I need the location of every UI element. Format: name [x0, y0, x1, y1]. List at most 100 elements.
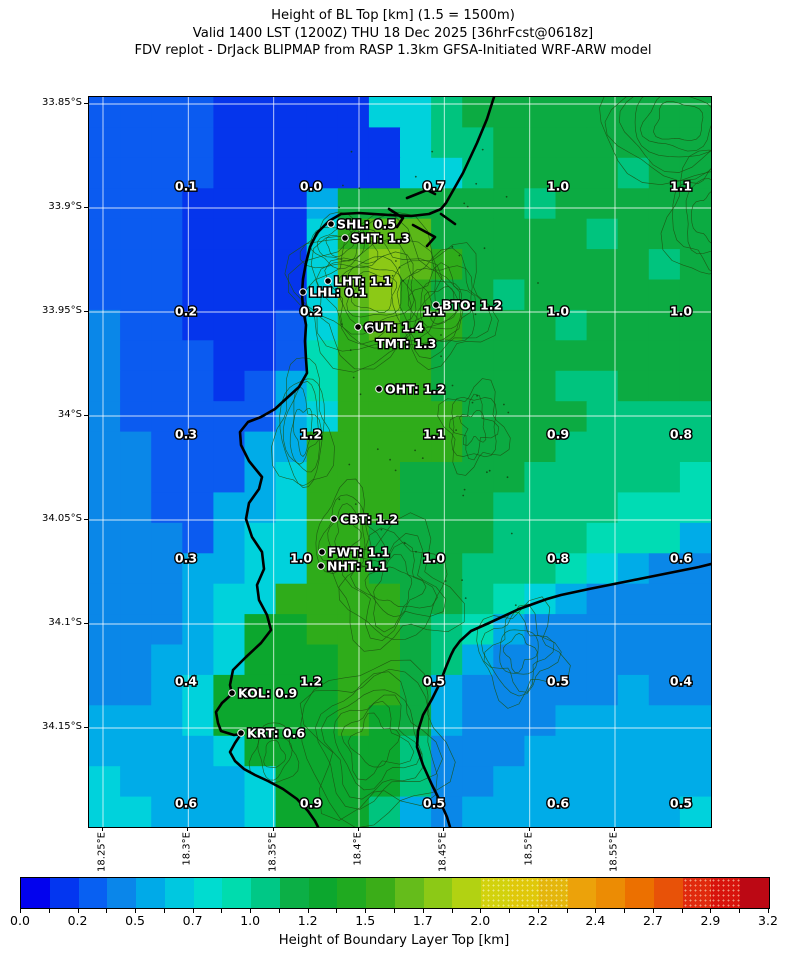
bl-height-cell	[431, 735, 463, 767]
bl-height-cell	[617, 522, 650, 554]
bl-height-cell	[120, 553, 152, 585]
bl-height-cell	[400, 157, 432, 189]
bl-height-cell	[555, 674, 588, 706]
colorbar-tick-mark	[20, 909, 21, 913]
bl-height-cell	[617, 370, 650, 402]
bl-height-cell	[306, 644, 339, 676]
bl-height-cell	[89, 522, 121, 554]
bl-height-cell	[151, 583, 183, 615]
terrain-contour	[299, 668, 438, 821]
terrain-contour	[685, 178, 711, 255]
terrain-contour	[338, 527, 448, 641]
x-tick-label: 18.55°E	[608, 832, 620, 872]
bl-height-cell	[648, 583, 681, 615]
bl-height-cell	[462, 583, 494, 615]
y-tick-mark	[84, 103, 88, 104]
bl-height-cell	[368, 431, 401, 463]
x-tick-mark	[443, 827, 445, 831]
bl-height-cell	[120, 97, 152, 128]
bl-height-cell	[306, 735, 339, 767]
bl-height-cell	[648, 370, 681, 402]
station-label-KRT: KRT: 0.6	[247, 726, 305, 741]
bl-height-cell	[275, 492, 308, 524]
colorbar-tick-mark	[652, 909, 654, 913]
bl-height-cell	[89, 583, 121, 615]
bl-height-cell	[555, 249, 588, 281]
land-speckle	[402, 279, 404, 282]
bl-height-cell	[617, 188, 650, 220]
station-dot-BTO	[432, 301, 440, 309]
colorbar-tick-label: 0.0	[10, 913, 30, 928]
bl-height-cell	[213, 492, 246, 524]
bl-height-cell	[89, 553, 121, 585]
colorbar-tick-mark	[365, 909, 367, 913]
grid-value-label: 0.3	[175, 427, 197, 442]
x-tick-label: 18.25°E	[96, 832, 108, 872]
terrain-contour	[480, 603, 562, 697]
y-tick-label: 34.15°S	[42, 720, 82, 732]
bl-height-cell	[555, 583, 588, 615]
bl-height-cell	[182, 614, 214, 646]
bl-height-cell	[120, 401, 152, 433]
bl-height-cell	[617, 462, 650, 493]
land-speckle	[344, 280, 346, 283]
bl-height-cell	[213, 522, 246, 554]
bl-height-cell	[400, 370, 432, 402]
bl-height-cell	[617, 796, 650, 827]
bl-height-cell	[586, 401, 619, 433]
terrain-contour	[317, 227, 358, 262]
land-speckle	[391, 274, 394, 277]
terrain-contour	[340, 700, 415, 781]
bl-height-cell	[617, 340, 650, 372]
land-speckle	[464, 597, 467, 599]
grid-value-label: 0.2	[300, 304, 322, 319]
station-dot-OHT	[375, 385, 383, 393]
bl-height-cell	[306, 188, 339, 220]
land-speckle	[461, 579, 463, 581]
bl-height-cell	[648, 705, 681, 737]
bl-height-cell	[213, 218, 246, 250]
land-speckle	[415, 550, 417, 553]
grid-value-label: 0.6	[175, 796, 197, 811]
bl-height-cell	[524, 522, 557, 554]
land-speckle	[474, 313, 477, 316]
bl-height-cell	[182, 462, 214, 493]
colorbar-tick-label: 3.2	[758, 913, 778, 928]
station-label-SHL: SHL: 0.5	[337, 217, 396, 232]
bl-height-cell	[120, 462, 152, 493]
grid-value-label: 1.0	[547, 179, 569, 194]
land-speckle	[506, 476, 509, 479]
bl-height-cell	[493, 735, 525, 767]
colorbar-tick-mark	[394, 909, 395, 913]
bl-height-cell	[337, 309, 370, 341]
bl-height-cell	[89, 309, 121, 341]
bl-height-cell	[213, 766, 246, 798]
title-line-2: Valid 1400 LST (1200Z) THU 18 Dec 2025 […	[192, 25, 594, 41]
y-tick-label: 34°S	[57, 408, 82, 420]
bl-height-cell	[244, 492, 277, 524]
bl-height-cell	[617, 249, 650, 281]
bl-height-cell	[586, 674, 619, 706]
x-tick-mark	[614, 827, 615, 831]
land-speckle	[458, 254, 461, 257]
station-dot-CBT	[330, 515, 338, 523]
colorbar-segment	[337, 878, 367, 908]
colorbar-segment	[625, 878, 654, 908]
bl-height-cell	[679, 583, 711, 615]
bl-height-cell	[368, 249, 401, 281]
land-speckle	[421, 457, 424, 459]
colorbar-tick-mark	[768, 909, 769, 913]
bl-height-cell	[431, 796, 463, 827]
land-speckle	[414, 449, 416, 452]
land-speckle	[376, 448, 379, 451]
bl-height-cell	[586, 370, 619, 402]
bl-height-cell	[586, 614, 619, 646]
bl-height-cell	[524, 97, 557, 128]
bl-height-cell	[617, 583, 650, 615]
bl-height-cell	[586, 735, 619, 767]
terrain-contour	[503, 633, 538, 673]
bl-height-cell	[648, 553, 681, 585]
bl-height-cell	[462, 644, 494, 676]
bl-height-cell	[182, 370, 214, 402]
